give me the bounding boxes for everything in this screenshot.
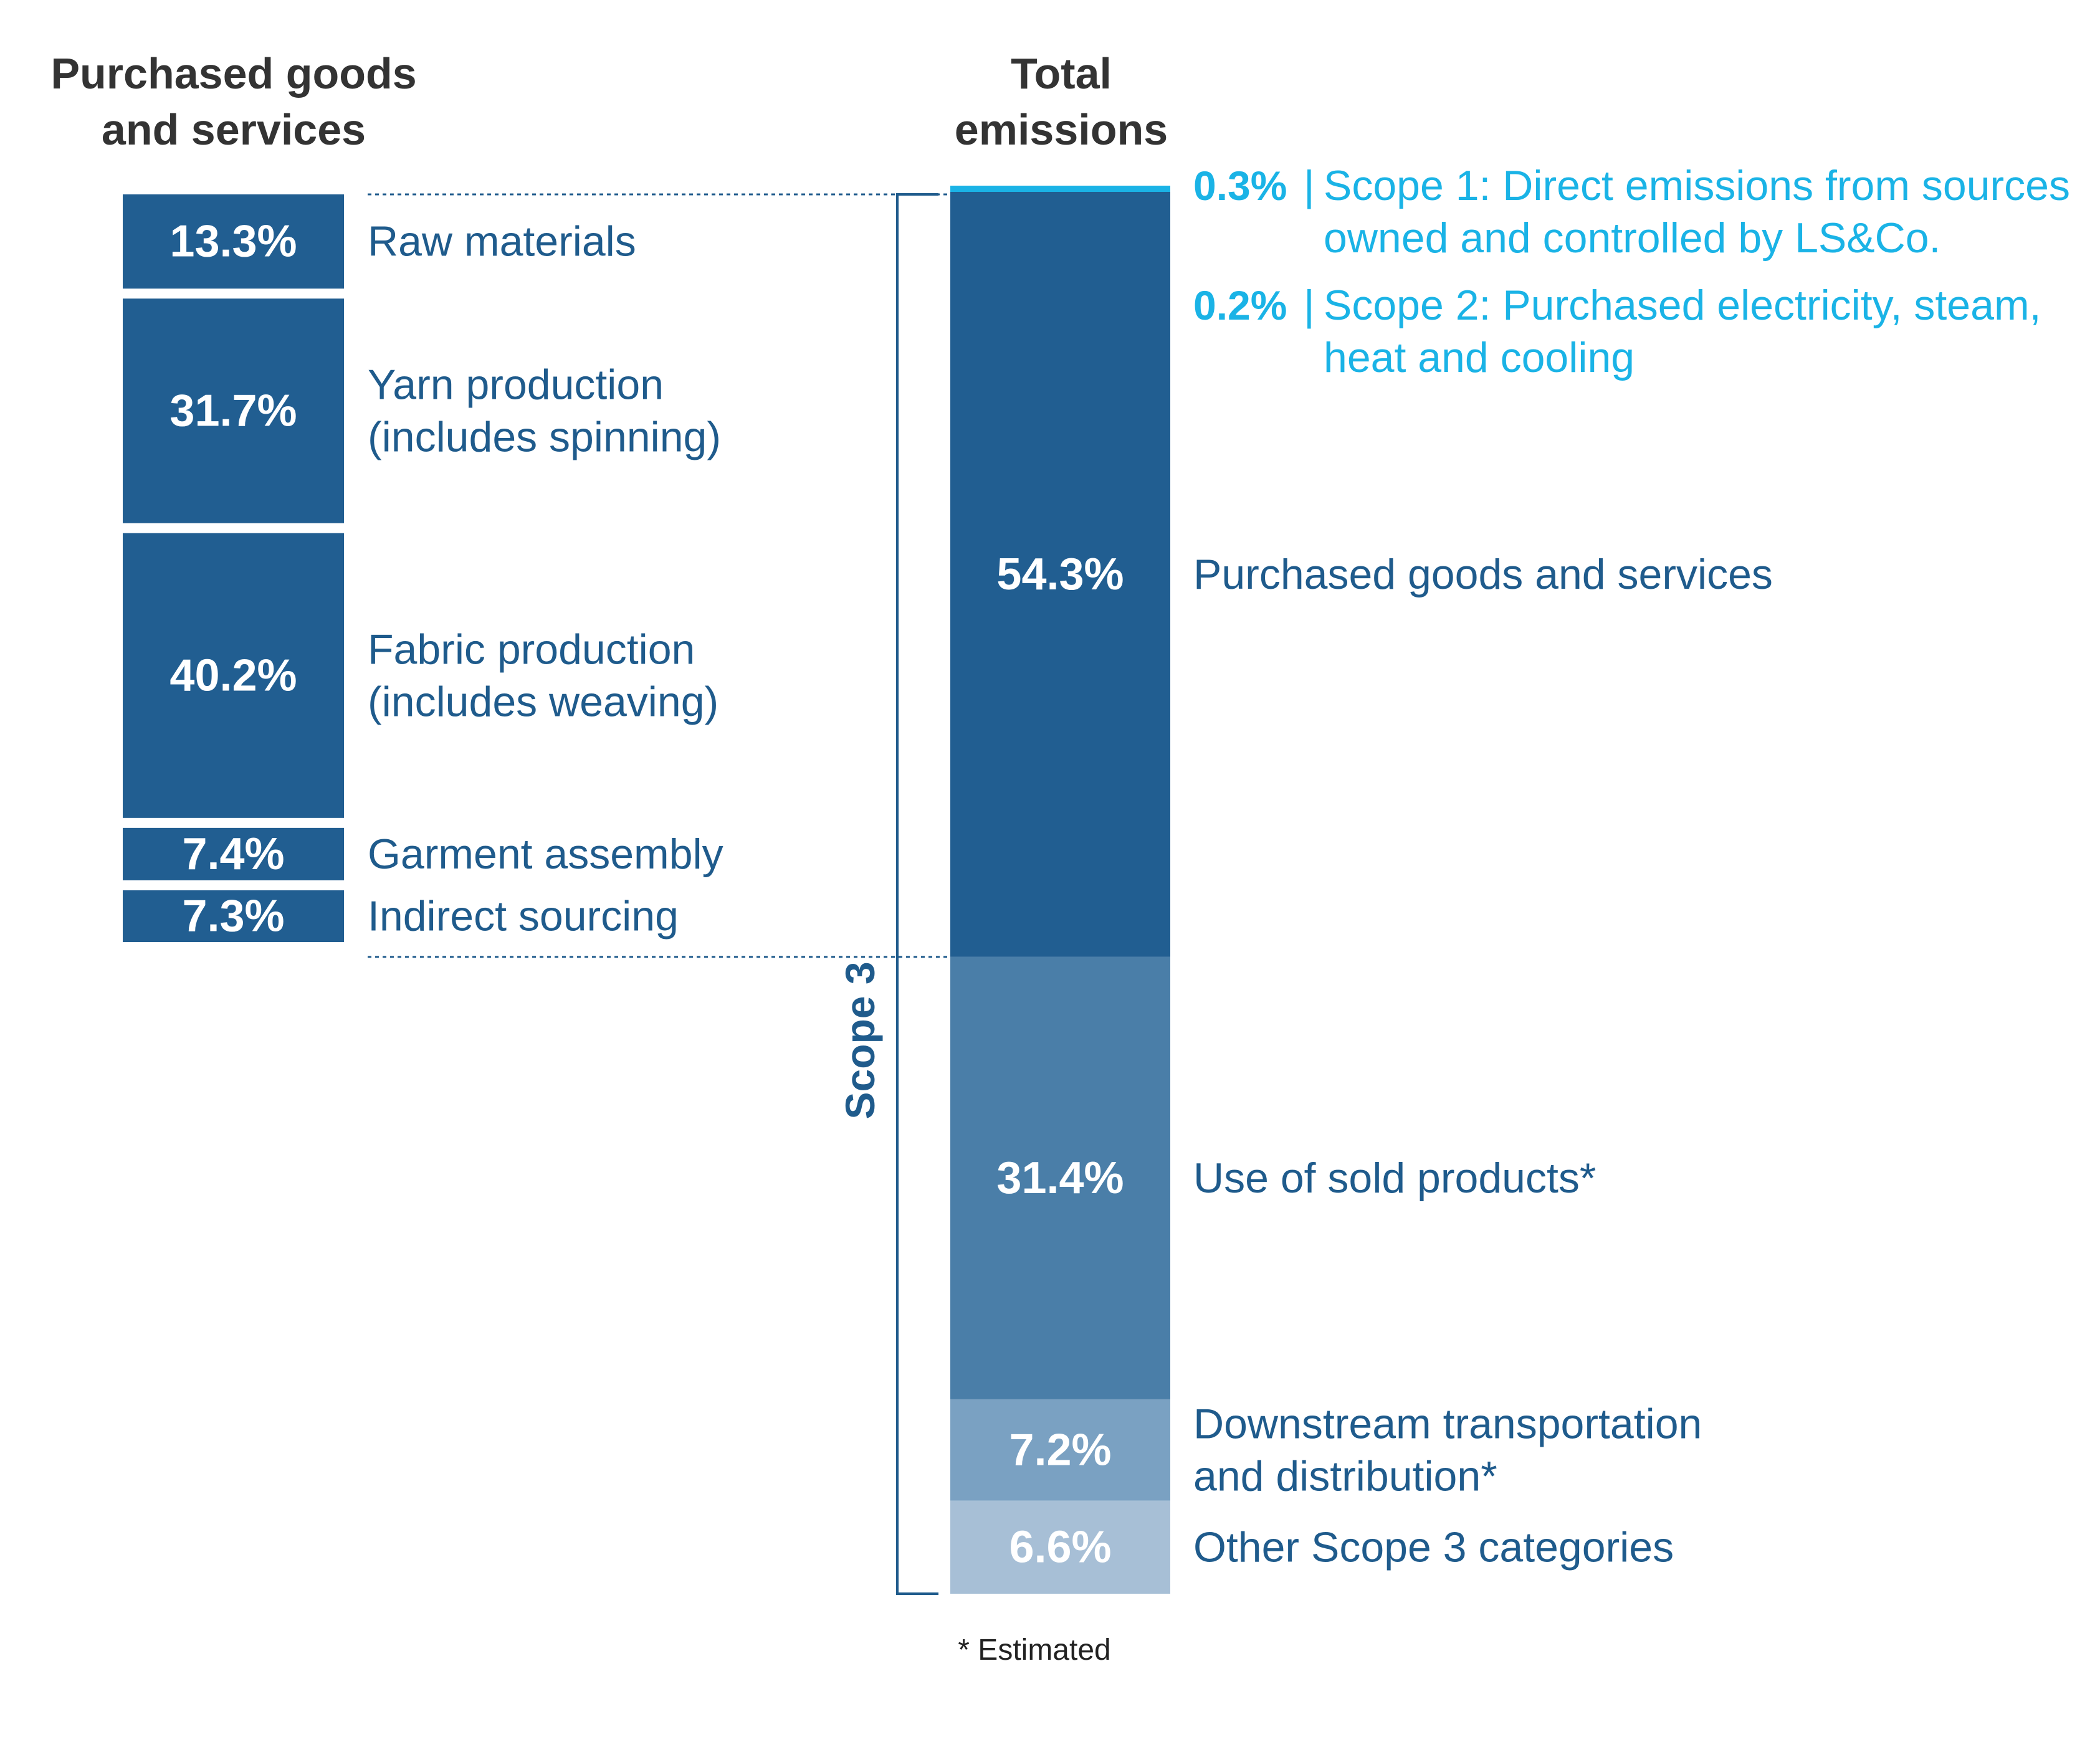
category-label-purchased-goods-and-services: Purchased goods and services (1193, 551, 1773, 598)
scope-2-label-line-2: heat and cooling (1324, 334, 1635, 381)
category-label-downstream-transportation-and-distribution-line-2: and distribution* (1193, 1452, 1497, 1500)
category-label-raw-materials: Raw materials (368, 218, 636, 265)
bar-fabric-production-includes-weaving (123, 533, 344, 818)
value-label-other-scope-3-categories: 6.6% (1009, 1522, 1111, 1572)
value-label-use-of-sold-products: 31.4% (996, 1153, 1124, 1203)
left-chart-title-line-1: Purchased goods (50, 49, 416, 98)
value-label-fabric-production-includes-weaving: 40.2% (169, 650, 297, 700)
scope-2-label-line-1: Scope 2: Purchased electricity, steam, (1324, 282, 2041, 329)
category-label-other-scope-3-categories: Other Scope 3 categories (1193, 1523, 1674, 1571)
bar-raw-materials (123, 194, 344, 289)
value-label-downstream-transportation-and-distribution: 7.2% (1009, 1425, 1111, 1475)
value-label-purchased-goods-and-services: 54.3% (996, 550, 1124, 599)
value-label-garment-assembly: 7.4% (182, 829, 284, 879)
bar-downstream-transportation-and-distribution (950, 1399, 1170, 1501)
category-label-yarn-production-includes-spinning-line-2: (includes spinning) (368, 413, 721, 460)
category-label-fabric-production-includes-weaving-line-2: (includes weaving) (368, 678, 718, 725)
scope-1-label-line-1: Scope 1: Direct emissions from sources (1324, 162, 2070, 209)
category-label-indirect-sourcing: Indirect sourcing (368, 892, 679, 940)
scope-1-label-line-2: owned and controlled by LS&Co. (1324, 214, 1940, 262)
bar-yarn-production-includes-spinning (123, 298, 344, 523)
category-label-downstream-transportation-and-distribution-line-1: Downstream transportation (1193, 1400, 1702, 1447)
bracket-line (896, 193, 938, 1595)
bar-scope-1-2 (950, 186, 1170, 192)
value-label-indirect-sourcing: 7.3% (182, 891, 284, 941)
left-chart-title-line-2: and services (102, 105, 366, 154)
footnote: * Estimated (958, 1634, 1110, 1667)
bar-indirect-sourcing (123, 890, 344, 942)
scope-1-percent: 0.3% (1193, 163, 1287, 209)
scope-1-separator: | (1304, 162, 1315, 209)
bar-use-of-sold-products (950, 956, 1170, 1399)
value-label-raw-materials: 13.3% (169, 217, 297, 267)
bar-garment-assembly (123, 827, 344, 880)
left-stacked-bar: 13.3% Raw materials 31.7% Yarn production (i… (123, 194, 723, 942)
right-chart-title-line-1: Total (1011, 49, 1112, 98)
category-label-yarn-production-includes-spinning-line-1: Yarn production (368, 361, 664, 408)
right-stacked-bar: 54.3% Purchased goods and services 31.4% Us… (950, 186, 1773, 1594)
right-chart-title-line-2: emissions (955, 105, 1168, 154)
scope3-bracket-label: Scope 3 (837, 961, 883, 1119)
scope3-bracket: Scope 3 (837, 193, 938, 1595)
scope-2-separator: | (1304, 282, 1315, 329)
bar-other-scope-3-categories (950, 1500, 1170, 1594)
value-label-yarn-production-includes-spinning: 31.7% (169, 386, 297, 436)
category-label-fabric-production-includes-weaving-line-1: Fabric production (368, 626, 695, 673)
category-label-use-of-sold-products: Use of sold products* (1193, 1154, 1596, 1202)
category-label-garment-assembly: Garment assembly (368, 831, 723, 878)
scope-1-2-notes: 0.3% | Scope 1: Direct emissions from sour… (1193, 162, 2070, 381)
bar-purchased-goods-and-services (950, 192, 1170, 957)
scope-2-percent: 0.2% (1193, 282, 1287, 328)
